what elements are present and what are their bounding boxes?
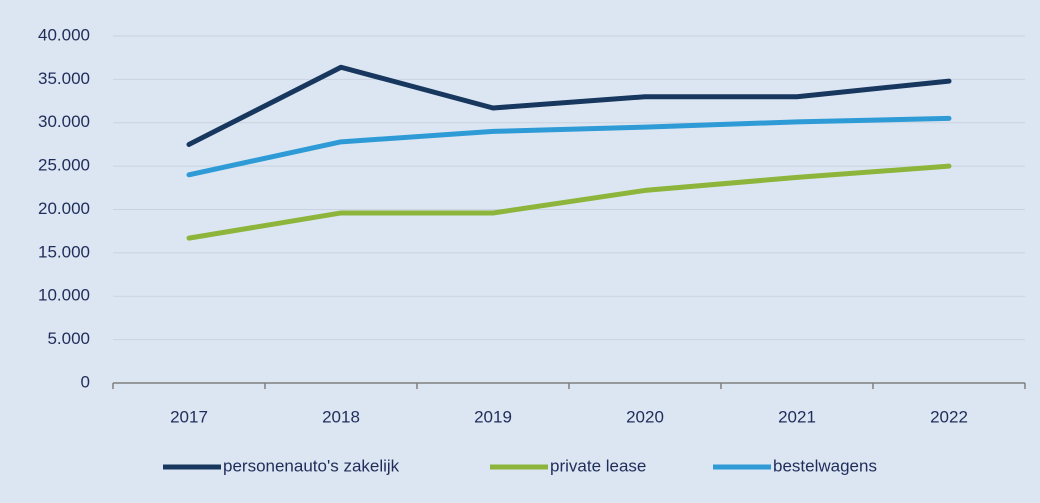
y-tick-label: 0 [81,372,90,391]
series-line [186,64,952,147]
legend-label: bestelwagens [773,456,877,475]
legend-label: private lease [550,456,646,475]
y-tick-label: 5.000 [47,329,90,348]
y-tick-label: 20.000 [38,199,90,218]
series-line [186,115,952,178]
x-tick-label: 2021 [778,407,816,426]
y-tick-label: 35.000 [38,69,90,88]
series-line [186,163,952,241]
x-tick-label: 2017 [170,407,208,426]
x-tick-label: 2018 [322,407,360,426]
legend-label: personenauto's zakelijk [223,456,400,475]
x-tick-label: 2022 [930,407,968,426]
y-tick-label: 15.000 [38,242,90,261]
x-tick-label: 2019 [474,407,512,426]
x-tick-label: 2020 [626,407,664,426]
y-tick-label: 10.000 [38,286,90,305]
y-tick-label: 40.000 [38,25,90,44]
y-tick-label: 30.000 [38,112,90,131]
y-tick-label: 25.000 [38,156,90,175]
